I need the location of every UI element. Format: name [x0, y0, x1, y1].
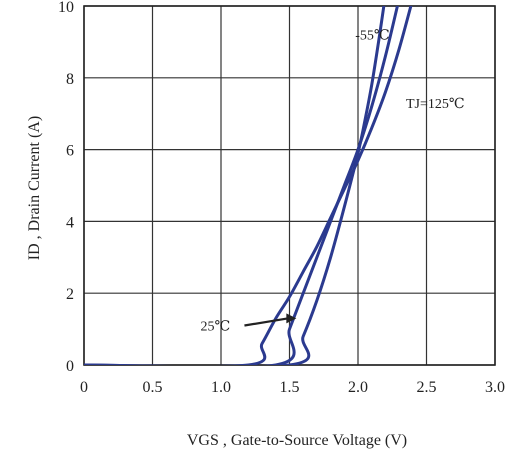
annotation-label: 25℃ [200, 320, 230, 335]
y-tick-label: 8 [66, 71, 74, 88]
y-tick-label: 0 [66, 358, 74, 375]
y-tick-label: 2 [66, 286, 74, 303]
series-line [84, 6, 386, 365]
y-tick-label: 4 [66, 214, 74, 231]
grid [83, 5, 496, 366]
series-line [84, 6, 413, 365]
annotation-label: -55℃ [355, 29, 389, 44]
x-tick-label: 0.5 [143, 379, 163, 396]
y-tick-label: 10 [58, 0, 74, 16]
annotation-label: TJ=125℃ [406, 97, 465, 112]
tick-labels: 0 0.5 1.0 1.5 2.0 2.5 3.0 0 2 4 6 8 10 [58, 0, 505, 396]
x-tick-label: 2.0 [348, 379, 368, 396]
y-tick-label: 6 [66, 143, 74, 160]
series [84, 6, 413, 365]
x-tick-label: 0 [80, 379, 88, 396]
x-tick-label: 3.0 [485, 379, 505, 396]
x-tick-label: 1.5 [280, 379, 300, 396]
series-line [84, 6, 399, 365]
x-tick-label: 2.5 [417, 379, 437, 396]
annotation-arrowhead [286, 313, 297, 324]
x-axis-label: VGS , Gate-to-Source Voltage (V) [187, 432, 407, 449]
x-tick-label: 1.0 [211, 379, 231, 396]
annotation-arrow [244, 317, 289, 327]
y-axis-label: ID , Drain Current (A) [26, 116, 43, 260]
annotations: -55℃ TJ=125℃ 25℃ [200, 29, 464, 335]
